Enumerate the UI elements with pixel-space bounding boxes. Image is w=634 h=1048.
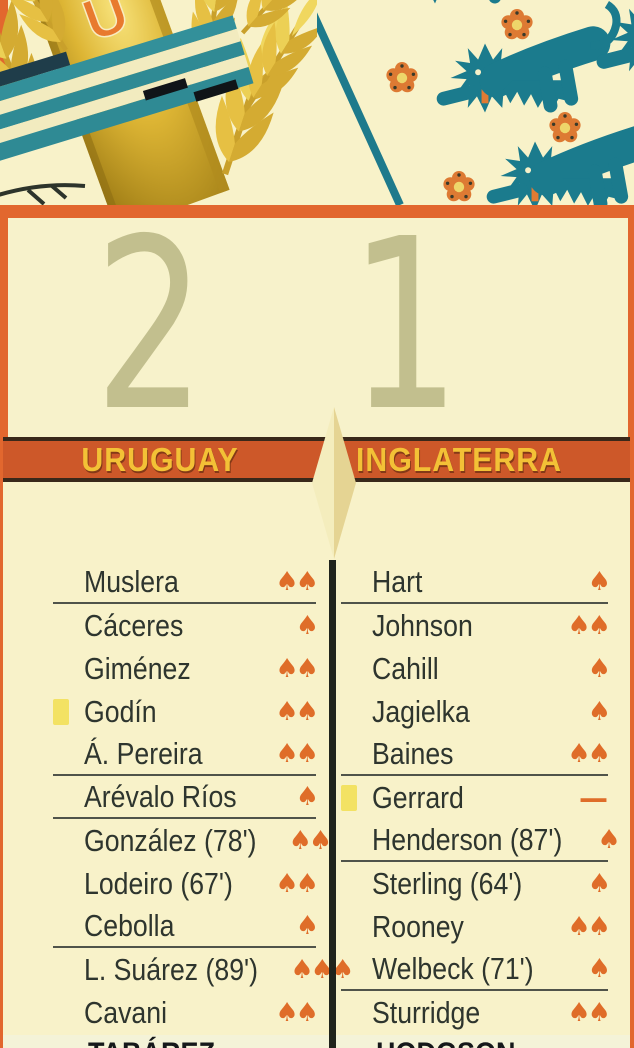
player-rating: ♠♠ — [275, 868, 319, 899]
player-rating: ♠ — [587, 566, 611, 597]
diamond-icon — [312, 407, 356, 559]
orange-divider-bar — [0, 205, 634, 218]
player-row: Gerrard — — [341, 776, 608, 819]
player-row: Giménez ♠♠ — [53, 647, 319, 690]
player-name: Sturridge — [372, 994, 481, 1030]
player-name: Cáceres — [84, 607, 184, 643]
player-row: Cebolla ♠ — [53, 905, 319, 948]
player-name: Cebolla — [84, 907, 175, 943]
player-name: Jagielka — [372, 693, 470, 729]
player-name: Á. Pereira — [84, 735, 203, 771]
player-row: Cavani ♠♠ — [53, 991, 319, 1034]
player-name: Welbeck (71') — [372, 950, 534, 986]
player-name: Giménez — [84, 650, 191, 686]
player-name: Hart — [372, 563, 423, 599]
player-rating: ♠ — [587, 653, 611, 684]
player-name: Lodeiro (67') — [84, 865, 233, 901]
away-team-name: INGLATERRA — [356, 440, 562, 478]
player-row: Baines ♠♠ — [341, 733, 611, 776]
player-row: Arévalo Ríos ♠ — [53, 776, 319, 819]
player-row: Welbeck (71') ♠ — [341, 948, 611, 991]
player-rating: ♠ — [587, 696, 611, 727]
player-row: Muslera ♠♠ — [53, 561, 319, 604]
player-name: Gerrard — [372, 779, 464, 815]
player-row: Henderson (87') ♠ — [341, 819, 621, 862]
yellow-card-icon — [53, 698, 69, 725]
player-rating: ♠♠ — [567, 911, 611, 942]
left-border — [0, 205, 3, 1048]
player-row: Á. Pereira ♠♠ — [53, 733, 319, 776]
player-rating: ♠ — [295, 781, 319, 812]
home-team-name: URUGUAY — [81, 440, 239, 478]
crest-strip: U F — [0, 0, 634, 205]
player-name: Sterling (64') — [372, 865, 523, 901]
player-row: Sterling (64') ♠ — [341, 862, 611, 905]
player-row: Godín ♠♠ — [53, 690, 319, 733]
player-rating: ♠♠ — [275, 738, 319, 769]
player-row: Sturridge ♠♠ — [341, 991, 611, 1034]
right-border — [630, 205, 634, 1048]
player-name: Godín — [84, 693, 157, 729]
player-rating: ♠ — [295, 610, 319, 641]
player-rating: ♠♠ — [567, 997, 611, 1028]
away-player-column: Hart ♠ Johnson ♠♠ Cahill ♠ Jagielka ♠ Baines… — [341, 561, 621, 1034]
player-name: Muslera — [84, 563, 179, 599]
player-row: Cahill ♠ — [341, 647, 611, 690]
manager-band: TABÁREZ HODGSON — [0, 1035, 634, 1048]
player-rating: ♠♠ — [275, 653, 319, 684]
player-name: González (78') — [84, 822, 257, 858]
player-ratings-section: Muslera ♠♠ Cáceres ♠ Giménez ♠♠ Godín ♠♠ Á. … — [0, 482, 634, 1048]
england-crest-icon — [317, 0, 634, 205]
player-name: Cahill — [372, 650, 439, 686]
home-player-column: Muslera ♠♠ Cáceres ♠ Giménez ♠♠ Godín ♠♠ Á. … — [53, 561, 354, 1034]
player-rating: ♠♠♠ — [290, 954, 354, 985]
away-score: 1 — [349, 188, 461, 463]
player-rating: ♠ — [587, 868, 611, 899]
player-rating: ♠♠ — [275, 566, 319, 597]
away-manager-name: HODGSON — [376, 1037, 531, 1048]
player-name: L. Suárez (89') — [84, 951, 259, 987]
player-name: Johnson — [372, 607, 473, 643]
player-name: Henderson (87') — [372, 821, 563, 857]
score-panel: 2 1 — [0, 188, 634, 463]
player-row: Jagielka ♠ — [341, 690, 611, 733]
player-rating: ♠ — [295, 910, 319, 941]
player-row: L. Suárez (89') ♠♠♠ — [53, 948, 354, 991]
yellow-card-icon — [341, 784, 357, 811]
player-name: Baines — [372, 735, 454, 771]
home-score: 2 — [94, 188, 206, 463]
player-rating: ♠ — [587, 953, 611, 984]
score-panel-inner: 2 1 — [8, 188, 628, 463]
column-divider — [329, 560, 336, 1048]
player-name: Cavani — [84, 994, 167, 1030]
player-row: Lodeiro (67') ♠♠ — [53, 862, 319, 905]
player-rating: ♠ — [597, 824, 620, 855]
player-rating: ♠♠ — [288, 825, 333, 856]
player-rating: ♠♠ — [275, 997, 319, 1028]
player-row: Cáceres ♠ — [53, 604, 319, 647]
player-rating: — — [579, 780, 608, 815]
player-row: González (78') ♠♠ — [53, 819, 332, 862]
player-rating: ♠♠ — [567, 738, 611, 769]
player-rating: ♠♠ — [567, 610, 611, 641]
player-name: Arévalo Ríos — [84, 778, 237, 814]
player-row: Rooney ♠♠ — [341, 905, 611, 948]
home-manager-name: TABÁREZ — [88, 1037, 229, 1048]
uruguay-crest-icon: U F — [0, 0, 317, 205]
player-rating: ♠♠ — [275, 696, 319, 727]
player-row: Hart ♠ — [341, 561, 611, 604]
player-row: Johnson ♠♠ — [341, 604, 611, 647]
player-name: Rooney — [372, 908, 464, 944]
